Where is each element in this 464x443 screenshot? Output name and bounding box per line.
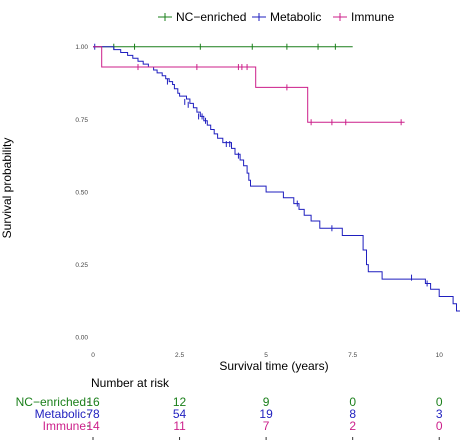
y-axis-label: Survival probability bbox=[0, 138, 14, 239]
risk-count: 7 bbox=[263, 419, 270, 433]
risk-count: 54 bbox=[173, 407, 187, 421]
legend-label: Immune bbox=[351, 10, 395, 24]
risk-count: 0 bbox=[436, 419, 443, 433]
immune-curve bbox=[93, 46, 405, 123]
risk-row-label: Metabolic bbox=[35, 407, 86, 421]
x-tick-label: 0 bbox=[91, 352, 95, 359]
legend-item-nc-enriched: NC−enriched bbox=[158, 10, 246, 24]
legend-label: NC−enriched bbox=[176, 10, 246, 24]
risk-row-immune: Immune 14 11 7 2 0 bbox=[43, 419, 443, 433]
y-tick-label: 0.00 bbox=[75, 335, 88, 342]
x-tick-label: 2.5 bbox=[175, 352, 184, 359]
risk-count: 16 bbox=[86, 395, 100, 409]
risk-count: 2 bbox=[349, 419, 356, 433]
risk-count: 0 bbox=[349, 395, 356, 409]
survival-curves bbox=[93, 43, 460, 312]
risk-count: 14 bbox=[86, 419, 100, 433]
risk-count: 19 bbox=[259, 407, 273, 421]
x-tick-label: 10 bbox=[436, 352, 444, 359]
risk-count: 78 bbox=[86, 407, 100, 421]
risk-count: 3 bbox=[436, 407, 443, 421]
risk-row-nc-enriched: NC−enriched 16 12 9 0 0 bbox=[16, 395, 443, 409]
metabolic-curve bbox=[93, 46, 460, 312]
risk-count: 9 bbox=[263, 395, 270, 409]
y-tick-label: 0.75 bbox=[75, 117, 88, 124]
y-tick-label: 1.00 bbox=[75, 44, 88, 51]
x-tick-label: 7.5 bbox=[348, 352, 357, 359]
x-axis-label: Survival time (years) bbox=[219, 359, 328, 373]
risk-count: 8 bbox=[349, 407, 356, 421]
risk-row-metabolic: Metabolic 78 54 19 8 3 bbox=[35, 407, 443, 421]
risk-row-label: Immune bbox=[43, 419, 87, 433]
legend: NC−enriched Metabolic Immune bbox=[158, 10, 395, 24]
risk-count: 12 bbox=[173, 395, 187, 409]
risk-table-title: Number at risk bbox=[91, 376, 170, 390]
legend-label: Metabolic bbox=[270, 10, 321, 24]
risk-count: 0 bbox=[436, 395, 443, 409]
x-axis-ticks: 0 2.5 5 7.5 10 bbox=[91, 352, 443, 359]
legend-item-immune: Immune bbox=[333, 10, 395, 24]
x-tick-label: 5 bbox=[264, 352, 268, 359]
y-axis-ticks: 0.00 0.25 0.50 0.75 1.00 bbox=[75, 44, 88, 341]
y-tick-label: 0.50 bbox=[75, 189, 88, 196]
risk-table: Number at risk NC−enriched 16 12 9 0 0Metabol… bbox=[16, 376, 443, 440]
y-tick-label: 0.25 bbox=[75, 262, 88, 269]
legend-item-metabolic: Metabolic bbox=[252, 10, 321, 24]
km-plot: 0.00 0.25 0.50 0.75 1.00 0 2.5 5 7.5 10 Survival… bbox=[0, 43, 460, 373]
risk-row-label: NC−enriched bbox=[16, 395, 86, 409]
risk-count: 11 bbox=[173, 419, 186, 433]
